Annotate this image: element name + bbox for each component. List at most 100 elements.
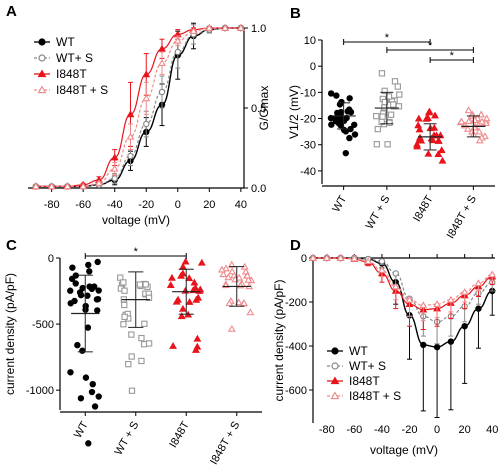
data-point xyxy=(158,44,166,52)
data-point xyxy=(205,23,214,31)
group-wt-s xyxy=(117,271,153,394)
data-point xyxy=(379,113,386,120)
data-point xyxy=(142,70,151,78)
data-point xyxy=(169,342,177,349)
data-point xyxy=(194,293,203,301)
data-point xyxy=(84,324,92,331)
data-point xyxy=(67,287,74,294)
legend-marker xyxy=(331,347,339,355)
data-point xyxy=(327,114,335,122)
data-point xyxy=(334,109,341,117)
data-point xyxy=(120,279,127,286)
significance: * * * xyxy=(343,32,474,63)
axes: 10 0 -10 -20 -30 -40 WT WT + S I848T I848T + S V1/… xyxy=(287,35,495,241)
group-i848t-s xyxy=(456,106,491,144)
axes: -80 -60 -40 -20 0 20 40 0.0 0.5 1.0 voltage (mV) G/… xyxy=(28,23,271,227)
data-point xyxy=(346,95,353,102)
legend-marker xyxy=(330,376,340,385)
data-point xyxy=(91,403,99,410)
legend-entry: I848T xyxy=(56,67,87,81)
panel-label: C xyxy=(6,237,17,254)
series-i848t-s xyxy=(31,23,245,190)
y-tick-label: 0 xyxy=(301,253,307,265)
data-point xyxy=(126,110,135,118)
y-tick-label: 0 xyxy=(48,253,54,265)
series-i848t xyxy=(31,23,245,190)
legend-marker xyxy=(38,54,46,62)
x-tick-label: 0 xyxy=(434,424,440,436)
data-point xyxy=(145,340,153,347)
x-tick-label: WT xyxy=(330,193,349,214)
y-tick-label: 1.0 xyxy=(251,23,266,35)
legend-entry: WT+ S xyxy=(56,51,93,65)
data-point xyxy=(227,324,236,332)
data-point xyxy=(127,152,134,160)
x-axis-title: voltage (mV) xyxy=(370,443,438,457)
legend-marker xyxy=(37,69,47,78)
data-point xyxy=(94,307,101,314)
data-point xyxy=(425,107,434,115)
data-point xyxy=(181,257,190,265)
data-point xyxy=(128,387,136,394)
legend-marker xyxy=(37,85,47,94)
data-point xyxy=(74,341,81,349)
data-point xyxy=(71,297,78,305)
data-point xyxy=(463,124,472,132)
y-tick-label: -500 xyxy=(32,319,54,331)
panel-label: A xyxy=(6,3,17,20)
data-point xyxy=(185,274,194,282)
data-point xyxy=(219,270,228,278)
data-point xyxy=(431,111,439,119)
panel-label: B xyxy=(290,5,301,22)
data-point xyxy=(415,125,424,133)
y-tick-label: -40 xyxy=(300,166,316,178)
data-point xyxy=(85,261,92,269)
data-point xyxy=(434,136,443,144)
legend-marker xyxy=(38,38,46,46)
x-tick-label: -20 xyxy=(402,424,418,436)
x-tick-label: 20 xyxy=(459,424,471,436)
data-point xyxy=(374,125,381,133)
x-tick-label: -40 xyxy=(107,199,123,211)
data-point xyxy=(390,101,397,108)
panel-label: D xyxy=(290,237,301,254)
data-point xyxy=(457,117,466,125)
group-i848t xyxy=(166,257,206,353)
data-point xyxy=(244,275,253,283)
y-tick-label: -10 xyxy=(300,87,316,99)
data-point xyxy=(478,117,487,125)
data-point xyxy=(228,267,237,275)
data-point xyxy=(391,78,399,85)
x-tick-label: 40 xyxy=(235,199,247,211)
data-point xyxy=(95,393,102,400)
data-point xyxy=(423,114,432,121)
data-point xyxy=(121,313,128,321)
data-point xyxy=(475,127,484,135)
data-point xyxy=(86,283,93,290)
y-tick-label: -30 xyxy=(300,140,316,152)
data-point xyxy=(88,388,96,396)
data-point xyxy=(351,131,359,138)
x-tick-label: -60 xyxy=(75,199,91,211)
data-point xyxy=(221,23,230,31)
data-point xyxy=(482,114,491,122)
y-tick-label: -400 xyxy=(285,341,307,353)
data-point xyxy=(309,253,317,261)
y-axis-title: current density (pA/pF) xyxy=(272,279,286,401)
data-point xyxy=(346,134,353,142)
data-point xyxy=(85,440,92,447)
data-point xyxy=(434,150,443,157)
data-point xyxy=(235,273,244,281)
data-point xyxy=(179,304,187,312)
data-point xyxy=(346,106,353,113)
legend-entry: WT xyxy=(349,344,368,358)
data-point xyxy=(110,153,119,161)
significance-label: * xyxy=(428,40,433,52)
data-point xyxy=(224,273,233,281)
group-wt-s xyxy=(373,70,403,148)
data-point xyxy=(433,300,442,307)
